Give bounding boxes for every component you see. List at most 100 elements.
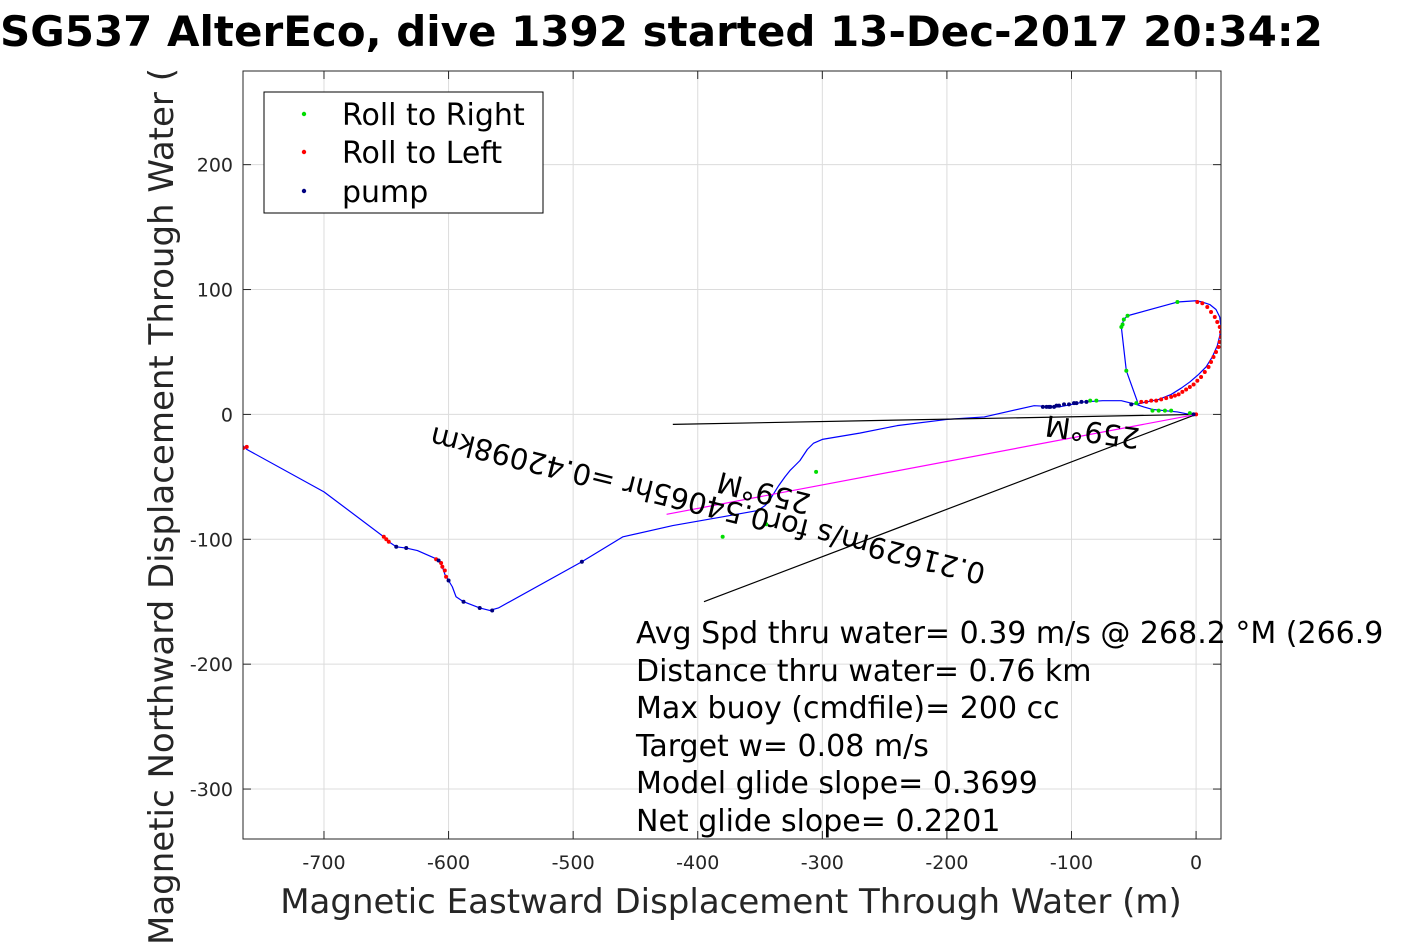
roll-left-point (1195, 378, 1200, 383)
x-tick-label: -500 (552, 852, 595, 874)
pump-point (579, 559, 584, 564)
heading-line (703, 413, 1197, 603)
grid (243, 71, 1221, 839)
heading-line (672, 413, 1197, 426)
pump-point (1067, 402, 1072, 407)
x-tick-label: -700 (302, 852, 345, 874)
pump-point (394, 544, 399, 549)
roll-left-point (1216, 344, 1221, 349)
x-tick-label: -200 (925, 852, 968, 874)
legend-label-roll-left: Roll to Left (342, 136, 502, 171)
annotation-line-4: Target w= 0.08 m/s (635, 729, 929, 764)
axis-ticks: -700 -600 -500 -400 -300 -200 -100 0 -300 -200 -10… (190, 71, 1221, 874)
pump-point (490, 608, 495, 613)
roll-left-point (1164, 396, 1169, 401)
pump-point (404, 546, 409, 551)
pump-point (1047, 404, 1052, 409)
roll-right-point (1175, 300, 1180, 305)
roll-right-point (1088, 398, 1093, 403)
roll-right-point (1162, 408, 1167, 413)
legend-box (263, 91, 544, 214)
roll-left-point (440, 564, 445, 569)
magenta-vector-line (666, 413, 1197, 515)
pump-point (1052, 404, 1057, 409)
roll-right-point (1156, 408, 1161, 413)
y-axis-label: Magnetic Northward Displacement Through … (142, 68, 182, 945)
roll-right-point (720, 534, 725, 539)
roll-left-point (1195, 300, 1200, 305)
roll-left-point (1217, 325, 1221, 329)
roll-left-point (1139, 399, 1144, 404)
roll-left-point (1159, 397, 1164, 402)
pump-point (477, 605, 482, 610)
roll-left-point (1200, 301, 1205, 306)
annotation-line-3: Max buoy (cmdfile)= 200 cc (636, 691, 1060, 726)
roll-left-point (1187, 384, 1192, 389)
y-tick-label: 200 (197, 155, 233, 177)
annotation-line-2: Distance thru water= 0.76 km (636, 654, 1091, 689)
y-tick-label: -300 (190, 779, 233, 801)
roll-right-point (1187, 411, 1192, 416)
annotation-line-5: Model glide slope= 0.3699 (636, 766, 1038, 801)
pump-point (1129, 402, 1134, 407)
roll-right-point (1150, 408, 1155, 413)
legend: Roll to Right Roll to Left pump (263, 91, 544, 214)
roll-right-point (1124, 368, 1129, 373)
roll-left-point (1191, 382, 1196, 387)
roll-left-point (386, 539, 391, 544)
x-tick-label: -300 (801, 852, 844, 874)
pump-point (461, 599, 466, 604)
roll-right-point (1134, 401, 1139, 406)
roll-right-point (1125, 313, 1130, 318)
chart-title: SG537 AlterEco, dive 1392 started 13-Dec… (0, 7, 1323, 56)
pump-point (1071, 401, 1076, 406)
roll-left-point (1205, 305, 1210, 310)
legend-marker-pump (301, 188, 307, 194)
roll-left-point (1180, 389, 1185, 394)
roll-left-point (1144, 399, 1149, 404)
roll-left-point (1169, 394, 1174, 399)
pump-point (1191, 412, 1196, 417)
y-tick-label: -100 (190, 529, 233, 551)
roll-right-point (1119, 325, 1124, 329)
pump-point (436, 558, 441, 563)
x-tick-label: 0 (1190, 852, 1202, 874)
plot-frame (242, 70, 1222, 840)
roll-left-point (1211, 354, 1216, 359)
x-axis-label: Magnetic Eastward Displacement Through W… (280, 882, 1182, 922)
roll-left-point (1154, 398, 1159, 403)
roll-left-point (1209, 310, 1214, 315)
roll-right-point (1169, 408, 1174, 413)
roll-left-point (442, 568, 447, 573)
roll-left-point (1184, 387, 1189, 392)
roll-left-point (1172, 393, 1177, 398)
annotation-line-6: Net glide slope= 0.2201 (636, 804, 1000, 839)
pump-point (1079, 399, 1084, 404)
roll-left-point (1214, 349, 1219, 354)
roll-left-point (439, 561, 444, 566)
roll-left-point (1206, 364, 1211, 369)
x-tick-label: -600 (427, 852, 470, 874)
y-tick-label: -200 (190, 654, 233, 676)
pump-point (446, 578, 451, 583)
pump-point (1040, 404, 1045, 409)
legend-marker-roll-right (301, 111, 307, 117)
roll-right-point (1121, 317, 1126, 322)
plot-points (243, 300, 1221, 613)
y-tick-label: 0 (221, 404, 233, 426)
pump-point (1062, 402, 1067, 407)
roll-left-point (1209, 359, 1214, 364)
roll-right-point (764, 522, 769, 527)
roll-left-point (1212, 315, 1217, 320)
roll-left-point (384, 537, 389, 542)
legend-label-pump: pump (342, 175, 428, 210)
pump-point (1084, 399, 1089, 404)
legend-marker-roll-left (301, 149, 307, 155)
y-tick-label: 100 (197, 280, 233, 302)
roll-left-point (381, 534, 386, 539)
roll-left-point (244, 444, 249, 449)
roll-left-point (1202, 369, 1207, 374)
roll-left-point (1217, 339, 1221, 344)
roll-left-point (1149, 398, 1154, 403)
